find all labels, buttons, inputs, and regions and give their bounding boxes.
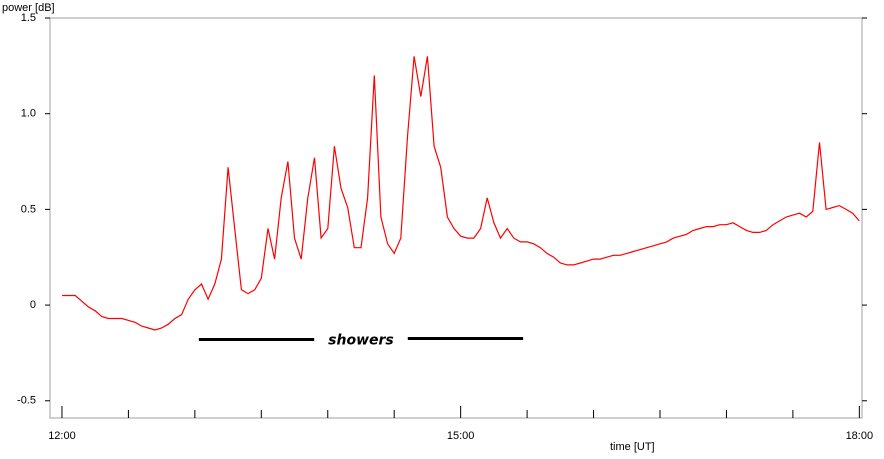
y-tick-label: 0 <box>30 299 36 311</box>
annotation-text: showers <box>328 333 394 349</box>
y-tick-label: 1.5 <box>21 12 36 24</box>
y-tick-label: 1.0 <box>21 108 36 120</box>
y-tick-label: 0.5 <box>21 203 36 215</box>
plot-frame <box>49 17 863 419</box>
x-tick-label: 18:00 <box>846 430 874 442</box>
x-axis-label: time [UT] <box>610 441 655 453</box>
x-tick-label: 15:00 <box>447 430 475 442</box>
y-axis-label: power [dB] <box>2 2 55 14</box>
x-tick-label: 12:00 <box>48 430 76 442</box>
y-tick-label: -0.5 <box>17 395 36 407</box>
data-line <box>62 56 860 331</box>
